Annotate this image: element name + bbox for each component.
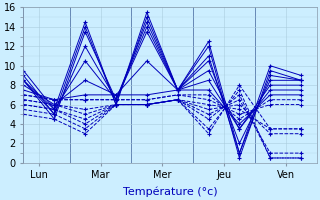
X-axis label: Température (°c): Température (°c) xyxy=(123,186,217,197)
